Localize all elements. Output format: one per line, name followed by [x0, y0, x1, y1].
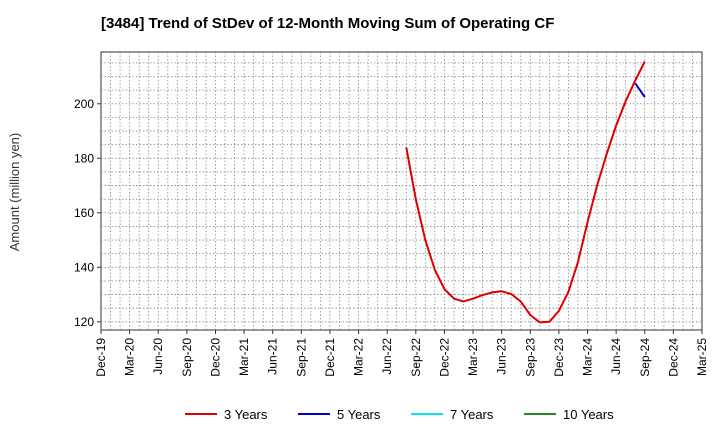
- x-tick-label: Mar-22: [352, 338, 366, 376]
- y-tick-label: 180: [74, 151, 94, 165]
- x-tick-label: Mar-24: [581, 338, 595, 376]
- x-tick-label: Dec-20: [208, 338, 222, 377]
- series-line-5-years: [634, 82, 646, 98]
- x-tick-label: Jun-21: [266, 338, 280, 375]
- x-tick-label: Mar-20: [123, 338, 137, 376]
- plot-area: 120 140 160 180 200 Dec-19 Mar-20 Jun-20 Sep-20 D…: [74, 51, 709, 377]
- legend-label: 5 Years: [337, 407, 381, 422]
- legend-label: 7 Years: [450, 407, 494, 422]
- legend: 3 Years 5 Years 7 Years 10 Years: [185, 407, 614, 422]
- x-tick-label: Sep-23: [523, 338, 537, 377]
- x-tick-label: Jun-23: [495, 338, 509, 375]
- x-tick-label: Jun-22: [380, 338, 394, 375]
- x-tick-label: Sep-21: [294, 338, 308, 377]
- x-tick-label: Dec-23: [552, 338, 566, 377]
- y-tick-label: 120: [74, 315, 94, 329]
- y-tick-label: 160: [74, 206, 94, 220]
- plot-frame: [100, 51, 703, 331]
- chart-title: [3484] Trend of StDev of 12-Month Moving…: [101, 15, 554, 32]
- legend-label: 3 Years: [224, 407, 268, 422]
- x-tick-label: Sep-22: [409, 338, 423, 377]
- x-tick-label: Jun-24: [609, 338, 623, 375]
- series-line-3-years: [405, 61, 646, 324]
- y-tick-label: 200: [74, 97, 94, 111]
- x-tick-label: Mar-25: [695, 338, 709, 376]
- x-tick-label: Dec-21: [323, 338, 337, 377]
- x-tick-label: Dec-22: [437, 338, 451, 377]
- x-tick-label: Dec-24: [666, 338, 680, 377]
- x-tick-label: Mar-21: [237, 338, 251, 376]
- x-tick-label: Sep-24: [638, 338, 652, 377]
- legend-label: 10 Years: [563, 407, 614, 422]
- y-tick-label: 140: [74, 260, 94, 274]
- x-tick-label: Mar-23: [466, 338, 480, 376]
- x-tick-label: Jun-20: [151, 338, 165, 375]
- x-tick-label: Dec-19: [94, 338, 108, 377]
- x-tick-label: Sep-20: [180, 338, 194, 377]
- y-axis-label: Amount (million yen): [7, 133, 22, 252]
